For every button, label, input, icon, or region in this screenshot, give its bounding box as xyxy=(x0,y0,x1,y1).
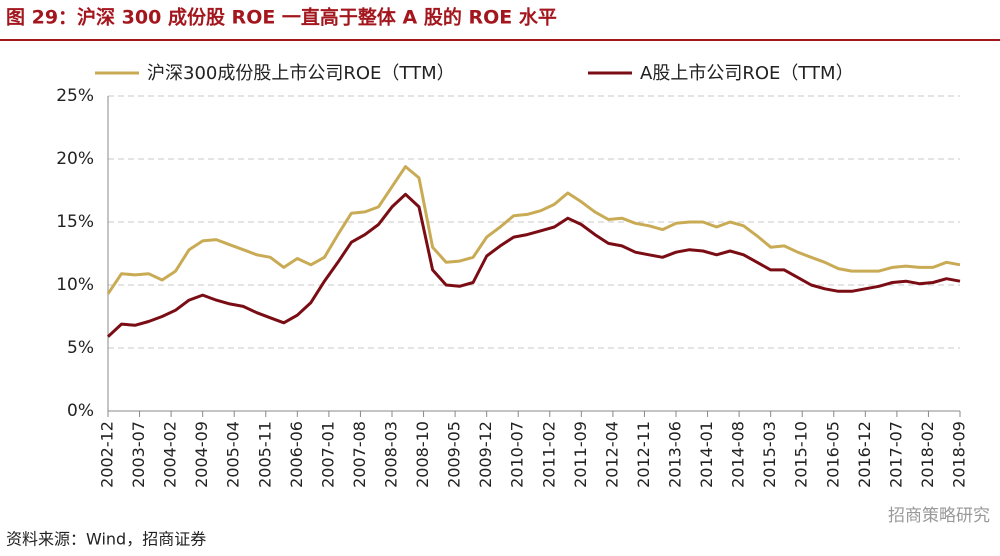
x-tick-label: 2018-02 xyxy=(918,421,937,488)
chart-title: 图 29：沪深 300 成份股 ROE 一直高于整体 A 股的 ROE 水平 xyxy=(6,6,557,29)
y-tick-label: 15% xyxy=(56,212,94,232)
x-tick-label: 2005-11 xyxy=(255,421,274,488)
x-tick-label: 2007-01 xyxy=(318,421,337,488)
series-line xyxy=(106,192,961,338)
source: 资料来源：Wind，招商证券 xyxy=(6,530,206,549)
x-tick-label: 2009-12 xyxy=(476,421,495,488)
y-tick-label: 25% xyxy=(56,86,94,106)
x-tick-label: 2011-09 xyxy=(571,421,590,488)
x-tick-label: 2012-11 xyxy=(634,421,653,488)
x-tick-label: 2014-01 xyxy=(697,421,716,488)
x-tick-label: 2004-09 xyxy=(192,421,211,488)
x-tick-label: 2016-12 xyxy=(855,421,874,488)
x-tick-label: 2007-08 xyxy=(350,421,369,488)
x-tick-label: 2011-02 xyxy=(539,421,558,488)
x-tick-label: 2018-09 xyxy=(950,421,969,488)
legend-label: 沪深300成份股上市公司ROE（TTM） xyxy=(147,63,455,84)
y-tick-label: 20% xyxy=(56,149,94,169)
series-line xyxy=(106,165,961,295)
watermark: 招商策略研究 xyxy=(888,506,990,526)
x-tick-label: 2017-07 xyxy=(886,421,905,488)
x-tick-label: 2005-04 xyxy=(224,421,243,488)
x-tick-label: 2012-04 xyxy=(602,421,621,488)
y-tick-label: 5% xyxy=(67,338,94,358)
x-tick-label: 2015-10 xyxy=(792,421,811,488)
x-tick-label: 2006-06 xyxy=(287,421,306,488)
legend-label: A股上市公司ROE（TTM） xyxy=(640,63,854,84)
x-tick-label: 2008-03 xyxy=(382,421,401,488)
x-tick-label: 2015-03 xyxy=(760,421,779,488)
x-tick-label: 2004-02 xyxy=(161,421,180,488)
x-tick-label: 2010-07 xyxy=(508,421,527,488)
y-tick-label: 10% xyxy=(56,275,94,295)
x-tick-label: 2014-08 xyxy=(729,421,748,488)
y-tick-label: 0% xyxy=(67,401,94,421)
x-tick-label: 2008-10 xyxy=(413,421,432,488)
x-tick-label: 2003-07 xyxy=(129,421,148,488)
x-tick-label: 2009-05 xyxy=(445,421,464,488)
x-tick-label: 2002-12 xyxy=(98,421,117,488)
x-tick-label: 2016-05 xyxy=(823,421,842,488)
x-tick-label: 2013-06 xyxy=(666,421,685,488)
